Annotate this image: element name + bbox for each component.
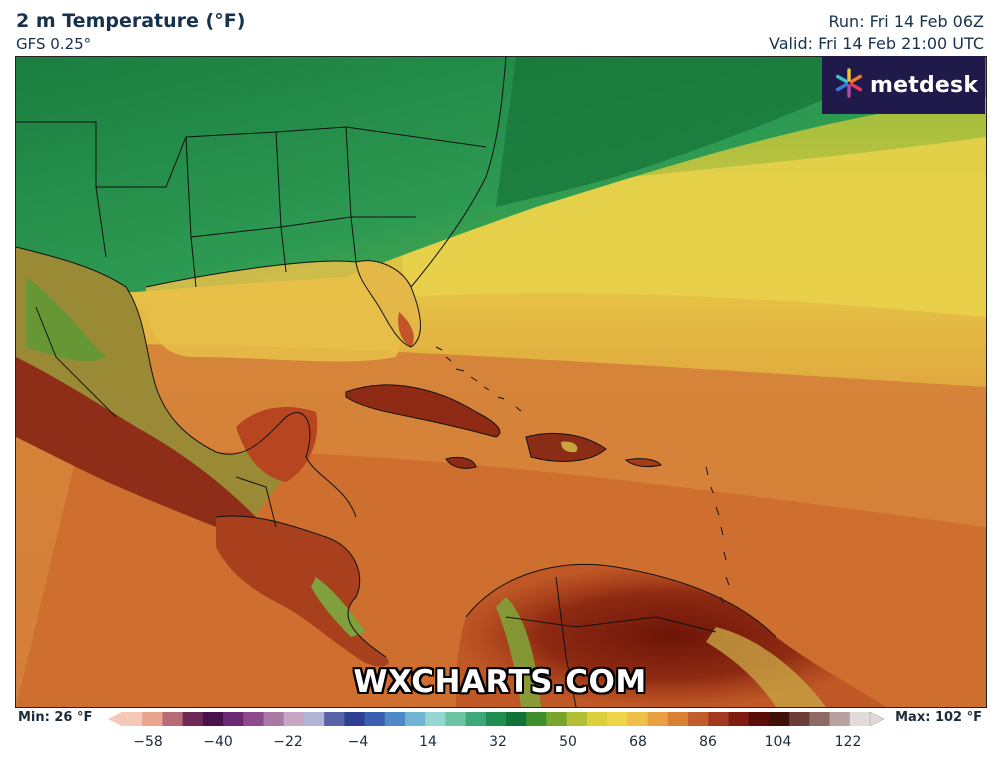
colorbar-swatch [768,712,790,726]
colorbar-max-arrow [869,711,884,727]
colorbar-tick-label: 104 [764,734,792,750]
valid-time: Valid: Fri 14 Feb 21:00 UTC [769,34,984,53]
colorbar-tick-label: −4 [347,734,369,750]
colorbar-swatch [122,712,143,726]
colorbar-swatch [243,712,265,726]
colorbar-swatch [708,712,730,726]
temperature-colorbar [108,711,884,727]
colorbar-swatch [627,712,649,726]
metdesk-logo-text: metdesk [870,72,979,98]
colorbar-swatch [263,712,285,726]
colorbar-swatch [789,712,810,726]
metdesk-logo: metdesk [822,56,985,114]
colorbar-swatch [506,712,527,726]
colorbar-tick-label: 14 [419,734,437,750]
colorbar-swatch [809,712,831,726]
colorbar-swatch [364,712,386,726]
colorbar-swatch [748,712,770,726]
colorbar-tick-label: −22 [273,734,303,750]
colorbar-swatch [566,712,588,726]
colorbar-tick-label: 50 [559,734,577,750]
colorbar-swatch [344,712,366,726]
colorbar-swatch [465,712,487,726]
colorbar-swatch [425,712,447,726]
model-label: GFS 0.25° [16,35,92,53]
colorbar-swatch [445,712,467,726]
colorbar-swatch [688,712,709,726]
colorbar-swatch [526,712,548,726]
colorbar-swatch [607,712,629,726]
run-time: Run: Fri 14 Feb 06Z [828,12,984,31]
colorbar-swatch [546,712,568,726]
colorbar-tick-label: −58 [133,734,163,750]
colorbar-swatch [849,712,871,726]
colorbar-tick-label: 68 [629,734,647,750]
colorbar-min-arrow [108,712,122,726]
colorbar-swatch [182,712,204,726]
colorbar-swatch [303,712,325,726]
map-canvas [16,57,986,707]
colorbar-swatch [405,712,426,726]
temperature-map[interactable] [15,56,987,708]
colorbar-swatch [162,712,184,726]
colorbar-swatch [667,712,689,726]
colorbar-swatch [283,712,305,726]
colorbar-swatch [324,712,345,726]
metdesk-flower-icon [832,66,866,104]
max-temperature-label: Max: 102 °F [895,710,982,725]
colorbar-swatch [202,712,224,726]
colorbar-tick-label: 32 [489,734,507,750]
colorbar-tick-label: −40 [203,734,233,750]
colorbar-swatch [142,712,164,726]
colorbar-tick-label: 86 [699,734,717,750]
colorbar-swatch [384,712,406,726]
min-temperature-label: Min: 26 °F [18,710,93,725]
colorbar-swatch [223,712,244,726]
map-title: 2 m Temperature (°F) [16,10,246,32]
colorbar-swatch [728,712,750,726]
colorbar-swatch [829,712,851,726]
colorbar-swatch [586,712,608,726]
wxcharts-watermark: WXCHARTS.COM [353,664,647,700]
colorbar-swatch [485,712,507,726]
colorbar-tick-label: 122 [834,734,862,750]
colorbar-swatch [647,712,669,726]
